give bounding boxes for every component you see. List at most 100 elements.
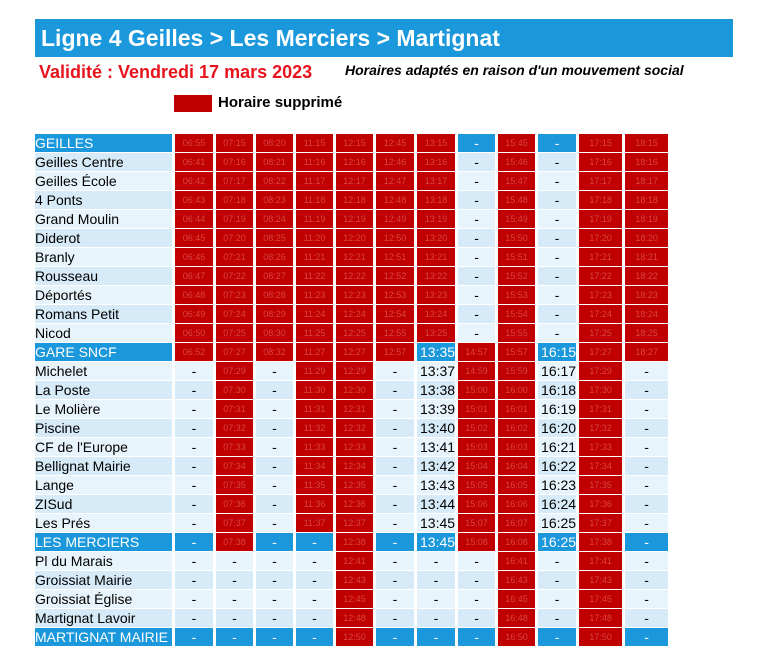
- suppressed-time-cell: 13:21: [415, 247, 459, 267]
- time-cell: -: [254, 608, 296, 628]
- suppressed-time-cell: 07:17: [214, 171, 256, 191]
- time-cell: -: [254, 494, 296, 514]
- time-cell: -: [456, 171, 499, 191]
- suppressed-time-cell: 12:27: [334, 342, 376, 362]
- time-cell: -: [173, 494, 216, 514]
- suppressed-time-cell: 17:22: [577, 266, 626, 286]
- stop-name: Grand Moulin: [35, 209, 175, 229]
- time-cell: 13:40: [415, 418, 459, 438]
- time-cell: 13:35: [415, 342, 459, 362]
- suppressed-time-cell: 18:15: [623, 134, 672, 153]
- stop-name: Branly: [35, 247, 175, 267]
- time-cell: -: [456, 152, 499, 172]
- time-cell: 13:45: [415, 513, 459, 533]
- major-stop-row: GEILLES 06:55 07:15 08:20 11:15 12:15 12:45 13:…: [35, 134, 672, 153]
- time-cell: -: [374, 494, 417, 514]
- stop-row: Michelet -07:29-11:29 12:29-13:37 14:59 15:5…: [35, 361, 672, 381]
- suppressed-time-cell: 17:19: [577, 209, 626, 229]
- suppressed-time-cell: 15:00: [456, 380, 499, 400]
- suppressed-time-cell: 18:27: [623, 342, 672, 362]
- stop-row: Rousseau 06:47 07:22 08:27 11:22 12:22 12:52 13…: [35, 266, 672, 286]
- time-cell: -: [536, 152, 580, 172]
- suppressed-time-cell: 08:23: [254, 190, 296, 210]
- time-cell: -: [374, 570, 417, 590]
- suppressed-time-cell: 07:36: [214, 494, 256, 514]
- suppressed-time-cell: 11:17: [294, 171, 336, 191]
- stop-name: GEILLES: [35, 134, 175, 153]
- suppressed-time-cell: 16:41: [496, 551, 539, 571]
- time-cell: -: [254, 380, 296, 400]
- suppressed-time-cell: 11:23: [294, 285, 336, 305]
- suppressed-time-cell: 12:57: [374, 342, 417, 362]
- time-cell: -: [214, 627, 256, 647]
- suppressed-time-cell: 15:55: [496, 323, 539, 343]
- stop-row: 4 Ponts 06:43 07:18 08:23 11:18 12:18 12:48 13:…: [35, 190, 672, 210]
- suppressed-time-cell: 17:50: [577, 627, 626, 647]
- time-cell: -: [374, 608, 417, 628]
- suppressed-time-cell: 12:31: [334, 399, 376, 419]
- suppressed-time-cell: 18:25: [623, 323, 672, 343]
- time-cell: 16:18: [536, 380, 580, 400]
- stop-row: Lange -07:35-11:35 12:35-13:43 15:05 16:05 16…: [35, 475, 672, 495]
- stop-name: Martignat Lavoir: [35, 608, 175, 628]
- stop-name: Geilles École: [35, 171, 175, 191]
- suppressed-time-cell: 18:20: [623, 228, 672, 248]
- page-title: Ligne 4 Geilles > Les Merciers > Martign…: [35, 19, 733, 57]
- stop-row: Groissiat Église - - - -12:45- - -16:45-17:45-: [35, 589, 672, 609]
- suppressed-time-cell: 16:06: [496, 494, 539, 514]
- time-cell: -: [214, 589, 256, 609]
- suppressed-time-cell: 12:52: [374, 266, 417, 286]
- suppressed-time-cell: 18:16: [623, 152, 672, 172]
- suppressed-time-cell: 15:54: [496, 304, 539, 324]
- suppressed-time-cell: 17:24: [577, 304, 626, 324]
- suppressed-time-cell: 15:01: [456, 399, 499, 419]
- time-cell: -: [374, 551, 417, 571]
- suppressed-time-cell: 12:22: [334, 266, 376, 286]
- suppressed-time-cell: 15:02: [456, 418, 499, 438]
- suppressed-time-cell: 17:38: [577, 532, 626, 552]
- suppressed-time-cell: 12:41: [334, 551, 376, 571]
- suppressed-time-cell: 08:20: [254, 134, 296, 153]
- time-cell: -: [254, 399, 296, 419]
- suppressed-time-cell: 11:34: [294, 456, 336, 476]
- stop-row: Diderot 06:45 07:20 08:25 11:20 12:20 12:50 13:…: [35, 228, 672, 248]
- suppressed-time-cell: 16:50: [496, 627, 539, 647]
- time-cell: -: [536, 551, 580, 571]
- suppressed-time-cell: 07:24: [214, 304, 256, 324]
- suppressed-time-cell: 18:18: [623, 190, 672, 210]
- suppressed-time-cell: 12:45: [374, 134, 417, 153]
- stop-row: Martignat Lavoir - - - -12:48- - -16:48-17:48-: [35, 608, 672, 628]
- time-cell: -: [536, 266, 580, 286]
- stop-row: Branly 06:46 07:21 08:26 11:21 12:21 12:51 13:2…: [35, 247, 672, 267]
- suppressed-time-cell: 07:37: [214, 513, 256, 533]
- time-cell: -: [173, 627, 216, 647]
- suppressed-time-cell: 07:21: [214, 247, 256, 267]
- suppressed-time-cell: 07:33: [214, 437, 256, 457]
- stop-row: Bellignat Mairie -07:34-11:34 12:34-13:42 1…: [35, 456, 672, 476]
- suppressed-time-cell: 08:28: [254, 285, 296, 305]
- suppressed-time-cell: 07:38: [214, 532, 256, 552]
- stop-name: Diderot: [35, 228, 175, 248]
- suppressed-time-cell: 13:20: [415, 228, 459, 248]
- suppressed-time-cell: 15:50: [496, 228, 539, 248]
- suppressed-time-cell: 06:42: [173, 171, 216, 191]
- suppressed-time-cell: 12:55: [374, 323, 417, 343]
- time-cell: -: [456, 608, 499, 628]
- time-cell: -: [456, 627, 499, 647]
- time-cell: -: [456, 570, 499, 590]
- suppressed-time-cell: 07:29: [214, 361, 256, 381]
- suppressed-time-cell: 16:01: [496, 399, 539, 419]
- time-cell: -: [456, 209, 499, 229]
- suppressed-time-cell: 12:36: [334, 494, 376, 514]
- suppressed-time-cell: 07:32: [214, 418, 256, 438]
- suppressed-time-cell: 18:19: [623, 209, 672, 229]
- suppressed-time-cell: 17:20: [577, 228, 626, 248]
- suppressed-time-cell: 12:48: [334, 608, 376, 628]
- suppressed-time-cell: 16:02: [496, 418, 539, 438]
- time-cell: -: [374, 380, 417, 400]
- time-cell: -: [536, 285, 580, 305]
- suppressed-time-cell: 11:24: [294, 304, 336, 324]
- suppressed-time-cell: 11:35: [294, 475, 336, 495]
- stop-row: CF de l'Europe -07:33-11:33 12:33-13:41 15:…: [35, 437, 672, 457]
- timetable: GEILLES 06:55 07:15 08:20 11:15 12:15 12:45 13:…: [35, 134, 672, 647]
